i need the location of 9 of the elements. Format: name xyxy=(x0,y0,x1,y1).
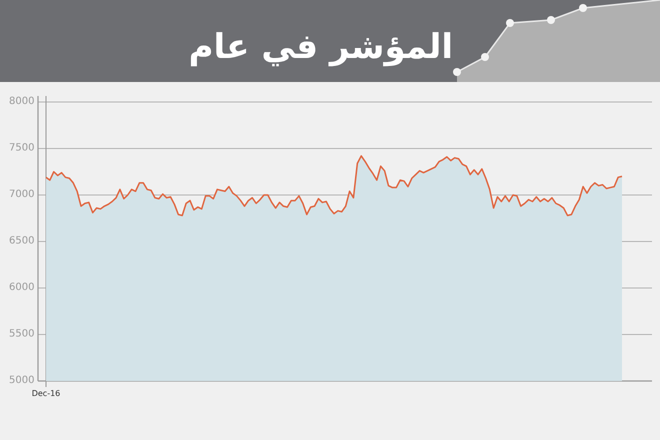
y-tick-label: 6500 xyxy=(9,236,34,246)
y-tick-label: 5000 xyxy=(9,375,34,386)
y-tick-label: 6000 xyxy=(9,282,34,293)
y-tick-label: 8000 xyxy=(9,96,34,107)
x-tick-label: Dec-16 xyxy=(32,389,60,398)
y-tick-label: 5500 xyxy=(9,328,34,340)
chart-title: المؤشر في عام xyxy=(188,27,453,67)
y-tick-label: 7500 xyxy=(9,142,34,154)
y-tick-label: 7000 xyxy=(9,189,34,200)
